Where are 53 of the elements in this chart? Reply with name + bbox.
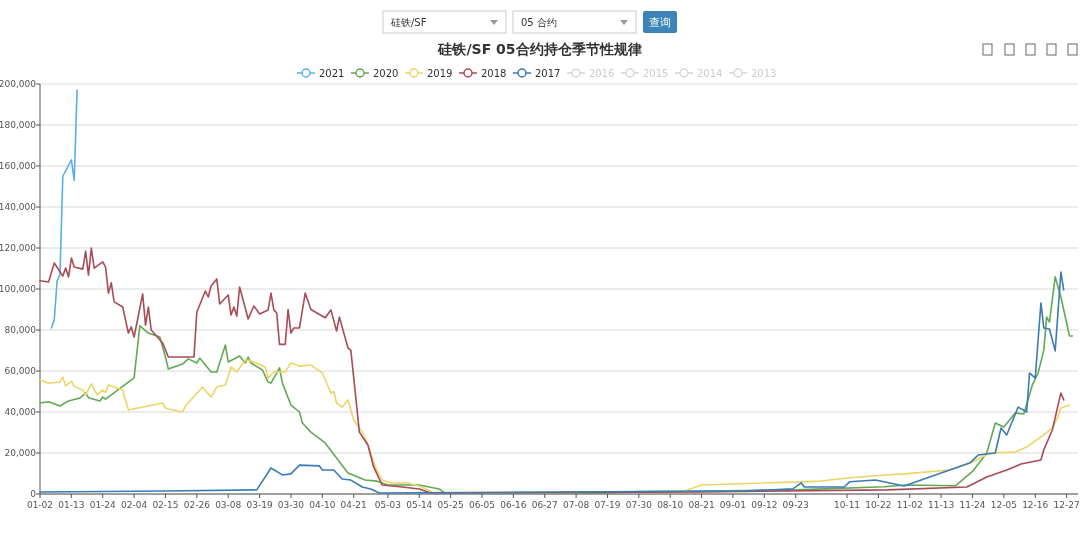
- y-tick-label: 180,000: [0, 120, 37, 130]
- x-tick-label: 08-10: [657, 500, 684, 510]
- x-tick-label: 04-10: [309, 500, 336, 510]
- y-tick-label: 40,000: [4, 407, 37, 417]
- text: 查询: [649, 16, 671, 29]
- x-tick-label: 11-02: [896, 500, 923, 510]
- x-tick-label: 02-04: [121, 500, 148, 510]
- x-tick-label: 03-30: [277, 500, 305, 510]
- y-tick-label: 60,000: [4, 366, 37, 376]
- y-tick-label: 0: [30, 489, 37, 499]
- x-tick-label: 05-03: [374, 500, 401, 510]
- x-tick-label: 07-08: [563, 500, 590, 510]
- x-tick-label: 01-24: [89, 500, 117, 510]
- y-tick-label: 200,000: [0, 79, 37, 89]
- chart-title: 硅铁/SF 05合约持仓季节性规律: [437, 41, 642, 57]
- y-tick-label: 120,000: [0, 243, 37, 253]
- x-tick-label: 06-05: [468, 500, 496, 510]
- x-tick-label: 12-05: [990, 500, 1017, 510]
- x-tick-label: 08-21: [688, 500, 715, 510]
- legend-label: 2021: [319, 68, 345, 79]
- x-tick-label: 02-26: [183, 500, 211, 510]
- x-tick-label: 03-08: [215, 500, 242, 510]
- x-tick-label: 01-02: [26, 500, 54, 510]
- legend-label: 2020: [373, 68, 399, 79]
- y-tick-label: 20,000: [4, 448, 37, 458]
- text: 05 合约: [521, 17, 557, 28]
- x-tick-label: 12-27: [1053, 500, 1080, 510]
- legend-label: 2019: [427, 68, 453, 79]
- x-tick-label: 10-22: [865, 500, 892, 510]
- y-tick-label: 100,000: [0, 284, 37, 294]
- x-tick-label: 09-12: [751, 500, 778, 510]
- y-tick-label: 80,000: [4, 325, 37, 335]
- y-tick-label: 160,000: [0, 161, 37, 171]
- x-tick-label: 01-13: [58, 500, 85, 510]
- x-tick-label: 09-01: [719, 500, 747, 510]
- x-tick-label: 12-16: [1022, 500, 1049, 510]
- x-tick-label: 05-14: [406, 500, 433, 510]
- x-tick-label: 07-19: [594, 500, 621, 510]
- x-tick-label: 10-11: [833, 500, 861, 510]
- x-tick-label: 04-21: [340, 500, 367, 510]
- x-tick-label: 02-15: [152, 500, 179, 510]
- x-tick-label: 05-25: [437, 500, 464, 510]
- x-tick-label: 09-23: [782, 500, 809, 510]
- text: 硅铁/SF: [390, 17, 427, 28]
- y-tick-label: 140,000: [0, 202, 37, 212]
- legend-label: 2018: [481, 68, 507, 79]
- x-tick-label: 07-30: [625, 500, 653, 510]
- x-tick-label: 11-24: [959, 500, 986, 510]
- x-tick-label: 06-27: [531, 500, 558, 510]
- x-tick-label: 06-16: [500, 500, 527, 510]
- x-tick-label: 03-19: [246, 500, 273, 510]
- legend-label: 2017: [535, 68, 561, 79]
- x-tick-label: 11-13: [928, 500, 955, 510]
